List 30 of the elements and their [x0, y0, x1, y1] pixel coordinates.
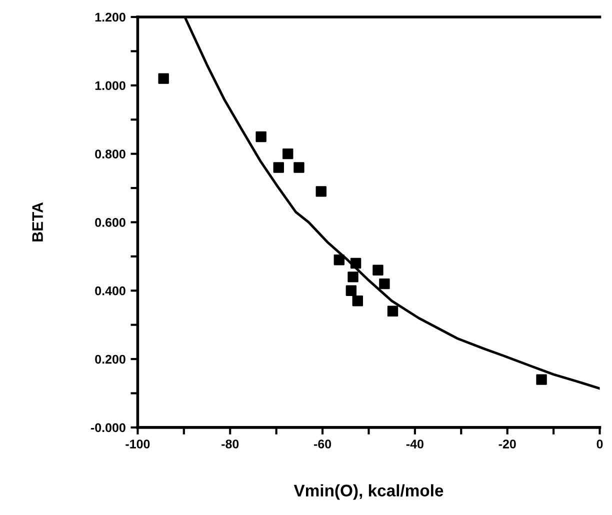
x-tick-label: -60: [314, 440, 332, 448]
y-tick-label: 0.400: [95, 286, 126, 296]
y-axis-title: BETA: [32, 202, 43, 242]
point: [282, 148, 294, 160]
y-tick-label: 1.200: [95, 12, 126, 22]
x-tick-label: -80: [222, 440, 239, 448]
point: [334, 254, 345, 266]
point: [158, 73, 169, 84]
point: [273, 162, 284, 173]
point: [346, 285, 357, 296]
point: [316, 186, 326, 197]
point: [387, 306, 398, 317]
point: [294, 162, 304, 173]
y-tick-label: 0.600: [95, 218, 126, 227]
y-tick-label: 0.800: [95, 150, 126, 158]
point: [536, 374, 547, 385]
y-tick-label: 0.200: [95, 354, 126, 364]
x-tick-label: -20: [498, 440, 516, 448]
x-tick-label: -40: [406, 440, 424, 448]
x-tick-label: -100: [126, 440, 150, 448]
y-tick-label: 1.000: [95, 81, 126, 90]
point: [379, 278, 390, 290]
point: [350, 258, 362, 269]
point: [256, 131, 266, 142]
point: [352, 296, 363, 306]
y-tick-label: -0.000: [90, 423, 126, 432]
point: [372, 264, 384, 276]
point: [348, 272, 358, 282]
x-tick-label: 0: [596, 440, 603, 448]
x-axis-title: Vmin(O), kcal/mole: [294, 484, 444, 500]
